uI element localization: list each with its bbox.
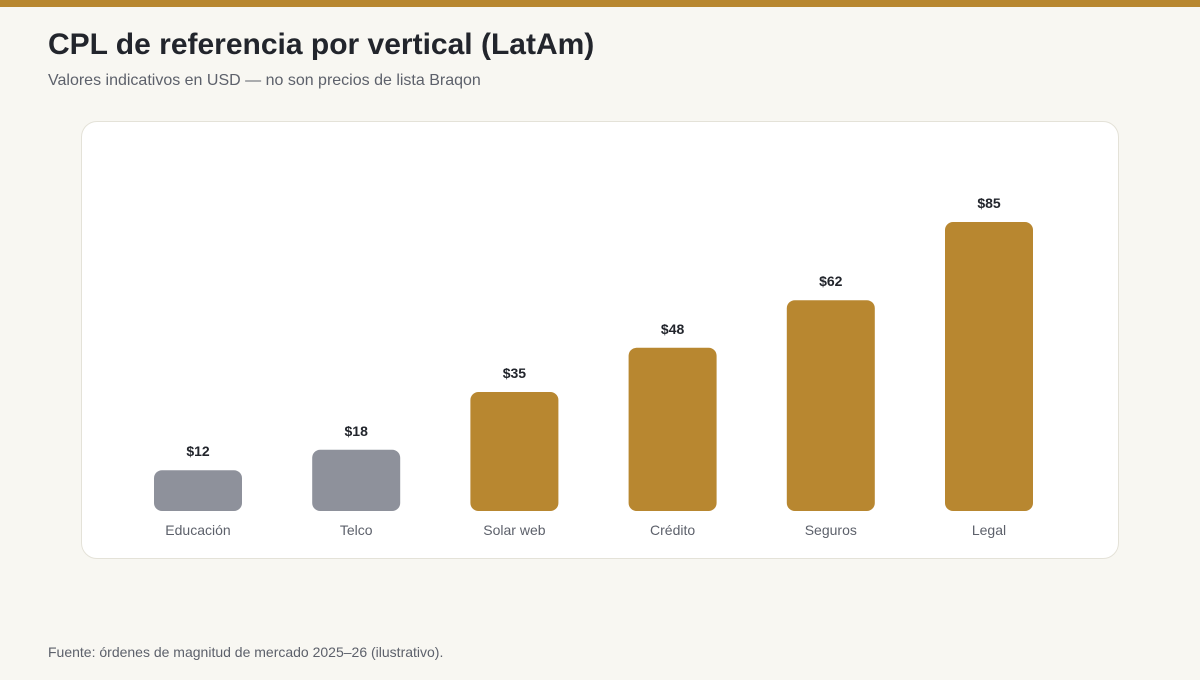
bar-0	[154, 470, 242, 511]
bar-value-label: $48	[661, 321, 685, 337]
bar-3	[628, 347, 717, 511]
bar-1	[312, 449, 401, 511]
bar-value-label: $18	[345, 423, 369, 439]
source-note: Fuente: órdenes de magnitud de mercado 2…	[48, 644, 444, 660]
category-label: Educación	[165, 522, 230, 538]
page-subtitle: Valores indicativos en USD — no son prec…	[48, 72, 481, 89]
bar-5	[945, 222, 1033, 511]
bar-2	[470, 392, 559, 511]
bar-4	[786, 300, 875, 511]
bar-value-label: $12	[186, 443, 210, 459]
bar-value-label: $62	[819, 273, 843, 289]
top-accent-bar	[0, 0, 1200, 7]
bar-chart: $12 Educación $18 Telco $35 Solar web $48 Crédi…	[154, 195, 1033, 538]
category-label: Legal	[972, 522, 1006, 538]
bar-value-label: $85	[977, 195, 1001, 211]
category-label: Crédito	[650, 522, 695, 538]
bar-value-label: $35	[503, 365, 527, 381]
category-label: Seguros	[805, 522, 857, 538]
chart-card: $12 Educación $18 Telco $35 Solar web $48 Crédi…	[81, 121, 1119, 559]
category-label: Solar web	[483, 522, 545, 538]
page-title: CPL de referencia por vertical (LatAm)	[48, 28, 595, 61]
category-label: Telco	[340, 522, 373, 538]
